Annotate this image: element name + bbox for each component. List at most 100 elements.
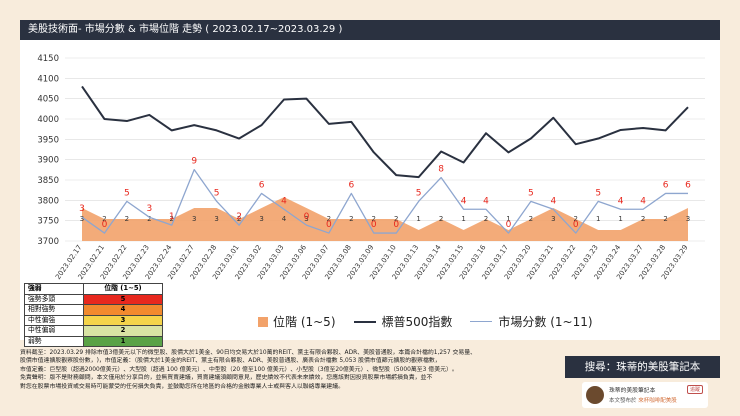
legend-swatch-area	[258, 316, 268, 327]
legend-table-header-range: 位階 (1~5)	[83, 283, 163, 295]
market-score-label: 3	[79, 204, 85, 214]
y-tick-label: 4100	[37, 74, 59, 84]
position-label: 3	[192, 215, 196, 223]
y-tick-label: 3900	[37, 156, 59, 166]
position-area	[82, 197, 688, 241]
market-score-series	[81, 168, 688, 234]
search-banner[interactable]: 搜尋：珠蒂的美股筆記本	[565, 356, 720, 378]
position-label: 1	[506, 215, 510, 223]
legend-table-row-label: 中性偏弱	[24, 325, 84, 337]
blog-card[interactable]: 珠蒂的美股筆記本 本文發布於 來杯咖啡配美股 追蹤	[582, 382, 708, 408]
legend-table-row: 強勢多頭 5	[24, 293, 163, 305]
published-link[interactable]: 來杯咖啡配美股	[638, 398, 677, 404]
position-label: 2	[349, 215, 353, 223]
legend-table-row-label: 弱勢	[24, 335, 84, 347]
y-tick-label: 4000	[37, 115, 59, 125]
position-label: 2	[529, 215, 533, 223]
market-score-label: 4	[550, 196, 556, 206]
y-tick-label: 3700	[37, 237, 59, 247]
market-score-label: 4	[483, 196, 489, 206]
chart-title: 美股技術面- 市場分數 & 市場位階 走勢 ( 2023.02.17~2023.…	[20, 20, 720, 40]
position-label: 2	[641, 215, 645, 223]
follow-button[interactable]: 追蹤	[686, 385, 703, 394]
market-score-label: 6	[259, 180, 265, 190]
published-prefix: 本文發布於	[609, 398, 637, 404]
market-score-label: 4	[618, 196, 624, 206]
market-score-label: 0	[506, 220, 512, 230]
legend-table-row-label: 相對強勢	[24, 304, 84, 316]
legend-table-row: 中性偏強 3	[24, 314, 163, 326]
market-score-label: 3	[146, 204, 152, 214]
position-label: 2	[327, 215, 331, 223]
y-axis-ticks: 3700 3750 3800 3850 3900 3950 4000 4050 4100 4150	[37, 54, 59, 247]
position-legend-table: 強弱 位階 (1~5) 強勢多頭 5 相對強勢 4 中性偏強 3 中性偏弱 2 …	[24, 283, 163, 347]
position-label: 1	[618, 215, 622, 223]
legend-item-sp500: 標普500指數	[353, 313, 453, 330]
market-score-label: 4	[461, 196, 467, 206]
position-label: 1	[416, 215, 420, 223]
position-label: 4	[282, 215, 287, 223]
market-score-label: 1	[169, 212, 175, 222]
position-label: 2	[125, 215, 129, 223]
position-label: 2	[147, 215, 151, 223]
position-label: 3	[259, 215, 263, 223]
market-score-line	[81, 168, 688, 234]
market-score-label: 0	[304, 212, 310, 222]
legend-swatch-market-line	[470, 321, 493, 322]
legend-table-row: 弱勢 1	[24, 335, 163, 347]
position-label: 2	[484, 215, 488, 223]
market-score-label: 6	[663, 180, 669, 190]
market-score-label: 5	[124, 188, 130, 198]
market-score-label: 6	[685, 180, 691, 190]
y-tick-label: 3800	[37, 196, 59, 206]
market-score-label: 0	[102, 220, 108, 230]
legend-table-row-value: 1	[83, 335, 163, 347]
footnote-line: 市值定義：巨型股（超過2000億美元）、大型股（超過 100 億美元）、中型股（…	[20, 366, 458, 373]
position-label: 2	[237, 215, 241, 223]
footnote: 資料截至：2023.03.29 排除市值3億美元以下的微型股、股價大於1美金、9…	[20, 349, 560, 391]
sp500-series	[81, 85, 689, 179]
market-score-label: 8	[438, 165, 444, 175]
legend-label-sp500: 標普500指數	[381, 315, 453, 329]
y-tick-label: 3950	[37, 135, 59, 145]
legend-item-position: 位階 (1~5)	[258, 313, 336, 330]
footnote-line: 免責聲明：版不是財務顧問，本文僅用於分享目的，並無買賣建議，買賣建議須顧問意見，…	[20, 375, 433, 382]
legend-label-market-score: 市場分數 (1~11)	[498, 315, 593, 329]
market-score-label: 4	[281, 196, 287, 206]
market-score-label: 0	[393, 220, 399, 230]
legend-table-row: 中性偏弱 2	[24, 325, 163, 337]
legend-table-row-value: 5	[83, 293, 163, 305]
market-score-label: 9	[191, 157, 197, 167]
position-label: 3	[214, 215, 218, 223]
market-score-label: 6	[348, 180, 354, 190]
position-label: 3	[304, 215, 308, 223]
avatar	[586, 386, 604, 404]
position-label: 1	[461, 215, 465, 223]
market-score-label: 0	[573, 220, 579, 230]
blog-name: 珠蒂的美股筆記本	[609, 388, 656, 394]
y-tick-label: 4150	[37, 54, 59, 64]
position-label: 3	[80, 215, 84, 223]
legend-table-row-value: 4	[83, 304, 163, 316]
position-area-series	[82, 197, 688, 241]
position-label: 2	[170, 215, 174, 223]
position-label: 1	[596, 215, 600, 223]
footnote-line: 股價市值達擴股觀察股份數，)，市值定義：（股價大於1美金的REIT、黨主有限合夥…	[20, 358, 441, 365]
position-label: 2	[439, 215, 443, 223]
y-tick-label: 3850	[37, 176, 59, 186]
position-label: 2	[574, 215, 578, 223]
position-label: 3	[551, 215, 555, 223]
blog-published-line: 本文發布於 來杯咖啡配美股	[609, 396, 677, 404]
position-label: 2	[102, 215, 106, 223]
legend-swatch-sp500-line	[353, 320, 376, 323]
position-label: 2	[663, 215, 667, 223]
footnote-line: 資料截至：2023.03.29 排除市值3億美元以下的微型股、股價大於1美金、9…	[20, 350, 477, 356]
market-score-label: 5	[416, 188, 422, 198]
market-score-label: 0	[326, 220, 332, 230]
market-score-label: 4	[640, 196, 646, 206]
legend-label-position: 位階 (1~5)	[273, 315, 336, 329]
market-score-label: 2	[236, 212, 242, 222]
legend-table-row-label: 強勢多頭	[24, 293, 84, 305]
